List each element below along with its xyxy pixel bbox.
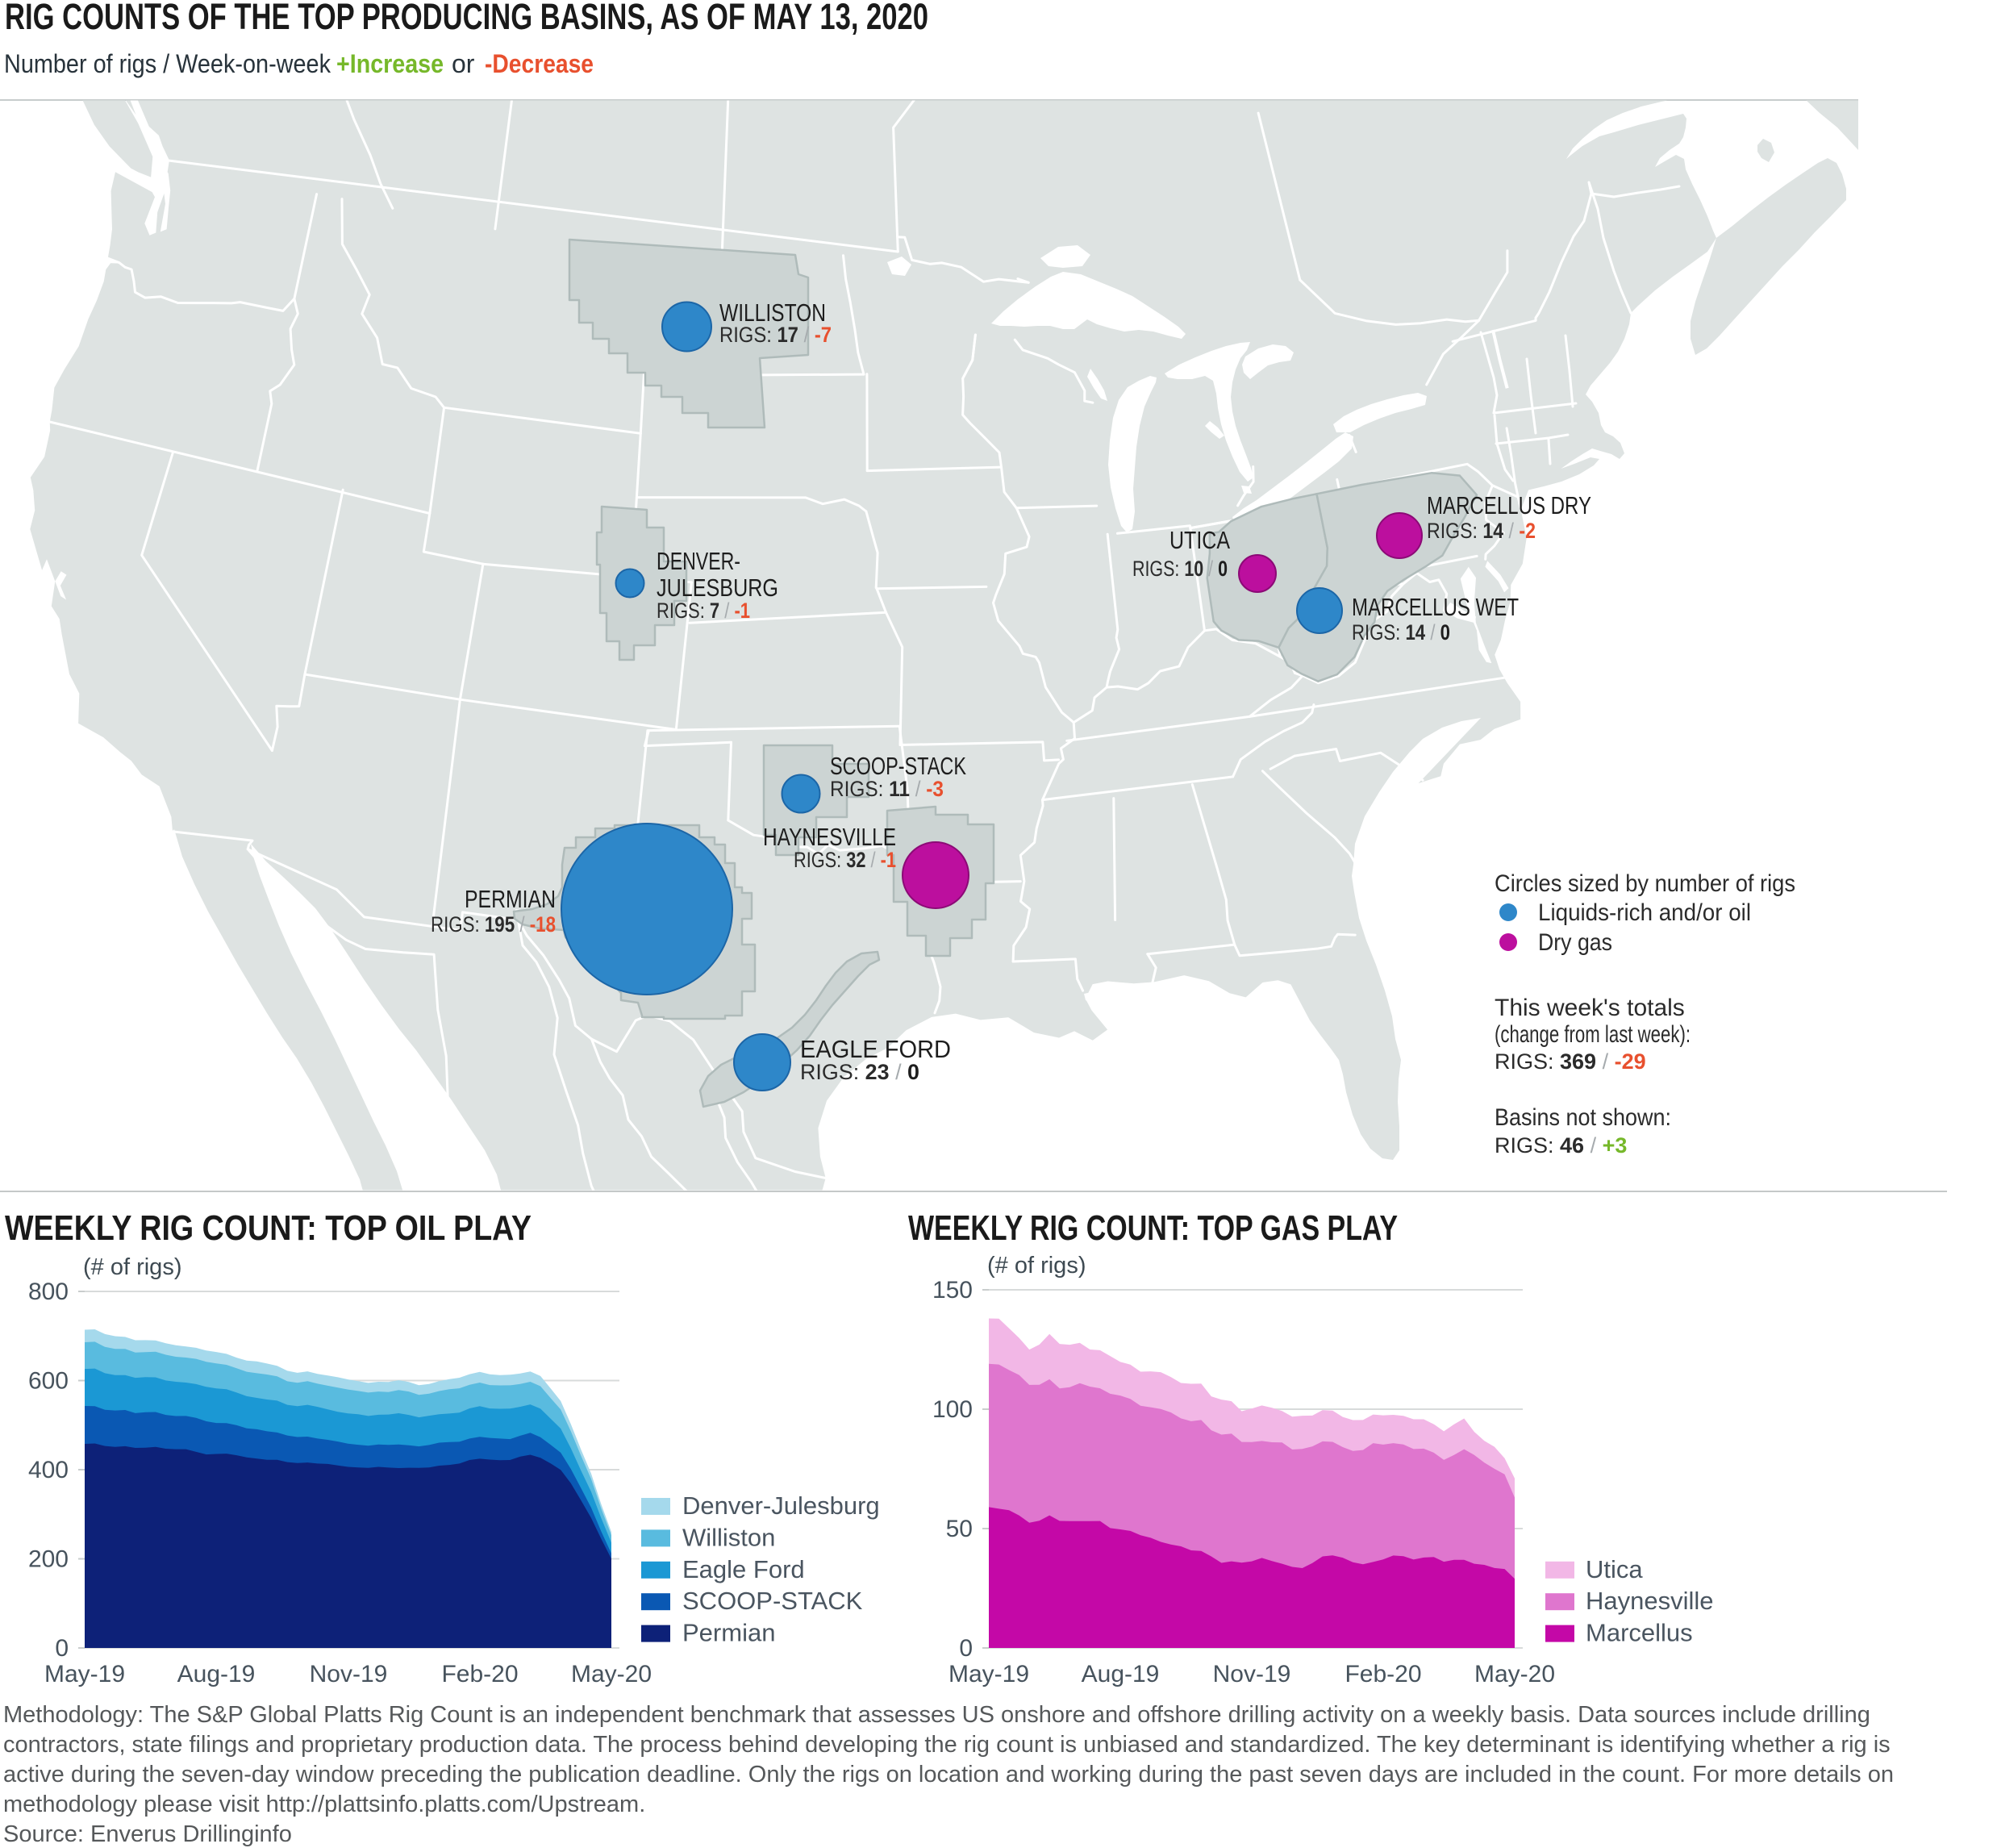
- svg-text:600: 600: [28, 1368, 69, 1395]
- svg-text:active during the seven-day wi: active during the seven-day window prece…: [3, 1762, 1894, 1788]
- svg-text:RIGS: 11 / -3: RIGS: 11 / -3: [830, 777, 944, 801]
- svg-text:Basins not shown:: Basins not shown:: [1495, 1104, 1671, 1131]
- svg-text:contractors, state filings and: contractors, state filings and proprieta…: [3, 1732, 1891, 1758]
- svg-text:Methodology: The S&P Global Pl: Methodology: The S&P Global Platts Rig C…: [3, 1702, 1870, 1728]
- svg-text:RIGS: 17 / -7: RIGS: 17 / -7: [719, 323, 832, 347]
- svg-text:Nov-19: Nov-19: [1213, 1661, 1291, 1687]
- svg-text:May-20: May-20: [1474, 1661, 1555, 1687]
- svg-text:RIGS: 14 / -2: RIGS: 14 / -2: [1427, 519, 1536, 543]
- svg-text:SCOOP-STACK: SCOOP-STACK: [830, 752, 966, 780]
- svg-text:Source: Enverus Drillinginfo: Source: Enverus Drillinginfo: [3, 1821, 292, 1847]
- svg-text:EAGLE FORD: EAGLE FORD: [800, 1035, 951, 1063]
- svg-text:Utica: Utica: [1586, 1555, 1643, 1583]
- svg-text:RIGS: 195 / -18: RIGS: 195 / -18: [431, 912, 556, 937]
- svg-text:Denver-Julesburg: Denver-Julesburg: [682, 1491, 880, 1520]
- svg-text:Williston: Williston: [682, 1523, 775, 1551]
- svg-text:Number of rigs / Week-on-week: Number of rigs / Week-on-week: [4, 49, 331, 78]
- svg-text:(# of rigs): (# of rigs): [987, 1253, 1086, 1279]
- svg-text:RIGS: 369 / -29: RIGS: 369 / -29: [1495, 1049, 1646, 1074]
- svg-text:DENVER-: DENVER-: [657, 547, 740, 575]
- svg-text:RIGS: 10 / 0: RIGS: 10 / 0: [1132, 557, 1228, 581]
- svg-text:Nov-19: Nov-19: [310, 1661, 388, 1687]
- svg-text:800: 800: [28, 1279, 69, 1305]
- svg-text:Circles sized by number of rig: Circles sized by number of rigs: [1495, 870, 1795, 897]
- svg-text:(# of rigs): (# of rigs): [83, 1254, 181, 1280]
- svg-text:(change from last week):: (change from last week):: [1495, 1021, 1691, 1048]
- svg-text:Aug-19: Aug-19: [177, 1661, 256, 1687]
- svg-text:HAYNESVILLE: HAYNESVILLE: [763, 823, 896, 851]
- svg-text:methodology please visit http:: methodology please visit http://plattsin…: [3, 1792, 645, 1817]
- svg-text:RIGS: 32 / -1: RIGS: 32 / -1: [794, 848, 896, 872]
- svg-text:Dry gas: Dry gas: [1538, 929, 1612, 956]
- svg-text:This week's totals: This week's totals: [1495, 995, 1685, 1021]
- svg-text:PERMIAN: PERMIAN: [465, 885, 556, 913]
- svg-text:WEEKLY RIG COUNT: TOP OIL PLAY: WEEKLY RIG COUNT: TOP OIL PLAY: [5, 1208, 532, 1248]
- svg-text:Marcellus: Marcellus: [1586, 1619, 1693, 1647]
- svg-text:WEEKLY RIG COUNT: TOP GAS PLAY: WEEKLY RIG COUNT: TOP GAS PLAY: [908, 1208, 1398, 1248]
- svg-text:RIGS: 23 / 0: RIGS: 23 / 0: [800, 1060, 919, 1084]
- svg-text:May-20: May-20: [571, 1661, 652, 1687]
- svg-text:Aug-19: Aug-19: [1082, 1661, 1160, 1687]
- svg-text:WILLISTON: WILLISTON: [719, 298, 826, 327]
- svg-text:100: 100: [932, 1396, 973, 1423]
- svg-text:JULESBURG: JULESBURG: [657, 574, 778, 602]
- svg-text:200: 200: [28, 1546, 69, 1573]
- svg-text:Feb-20: Feb-20: [441, 1661, 518, 1687]
- svg-text:150: 150: [932, 1277, 973, 1304]
- svg-text:Feb-20: Feb-20: [1345, 1661, 1421, 1687]
- svg-text:0: 0: [959, 1635, 973, 1662]
- svg-text:-Decrease: -Decrease: [485, 49, 594, 78]
- svg-text:400: 400: [28, 1457, 69, 1483]
- svg-text:Permian: Permian: [682, 1619, 775, 1647]
- svg-text:0: 0: [55, 1635, 69, 1662]
- svg-text:MARCELLUS WET: MARCELLUS WET: [1352, 593, 1519, 621]
- svg-text:MARCELLUS DRY: MARCELLUS DRY: [1427, 491, 1591, 519]
- svg-text:RIGS: 7 / -1: RIGS: 7 / -1: [657, 599, 750, 623]
- svg-text:UTICA: UTICA: [1169, 526, 1230, 554]
- svg-text:Liquids-rich and/or oil: Liquids-rich and/or oil: [1538, 899, 1751, 926]
- svg-text:May-19: May-19: [948, 1661, 1029, 1687]
- svg-text:RIGS: 14 / 0: RIGS: 14 / 0: [1352, 620, 1450, 645]
- svg-text:RIGS: 46 / +3: RIGS: 46 / +3: [1495, 1133, 1627, 1158]
- svg-text:50: 50: [946, 1516, 973, 1542]
- svg-text:+Increase: +Increase: [336, 49, 444, 78]
- svg-text:SCOOP-STACK: SCOOP-STACK: [682, 1587, 863, 1615]
- svg-text:RIG COUNTS OF THE TOP PRODUCIN: RIG COUNTS OF THE TOP PRODUCING BASINS, …: [5, 0, 928, 37]
- svg-text:or: or: [452, 49, 475, 78]
- svg-text:Haynesville: Haynesville: [1586, 1587, 1714, 1615]
- svg-text:May-19: May-19: [44, 1661, 125, 1687]
- svg-text:Eagle Ford: Eagle Ford: [682, 1555, 805, 1583]
